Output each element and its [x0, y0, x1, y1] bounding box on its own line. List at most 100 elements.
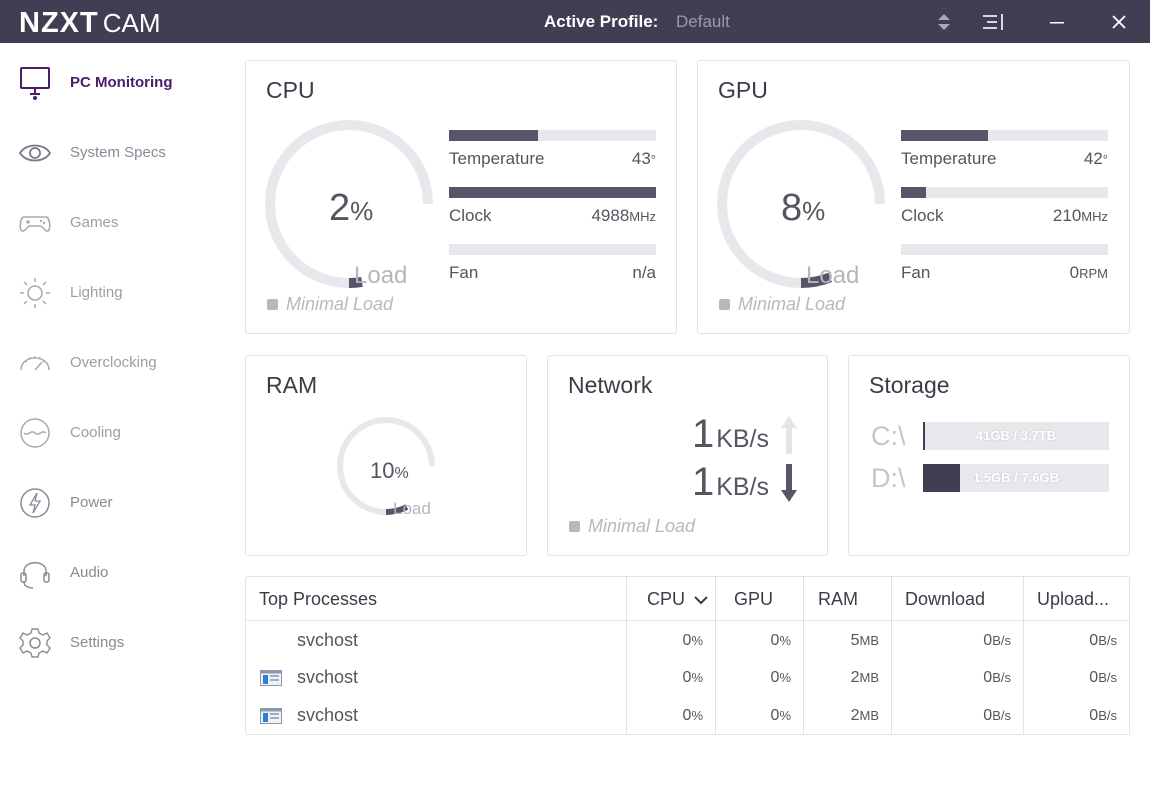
sidebar-item-audio[interactable]: Audio: [0, 548, 230, 598]
gear-icon: [19, 628, 51, 658]
lightning-icon: [20, 488, 50, 518]
gpu-clock-label: Clock: [901, 206, 944, 225]
minimize-button[interactable]: [1037, 0, 1077, 43]
drive-usage-text: 41GB / 3.7TB: [975, 428, 1057, 443]
app-logo: NZXT CAM: [19, 7, 161, 40]
gpu-card[interactable]: GPU 8% Load Minimal Load Temperature 42°…: [697, 60, 1130, 334]
column-header-name[interactable]: Top Processes: [259, 589, 378, 609]
gpu-status: Minimal Load: [719, 294, 845, 315]
sidebar-item-settings[interactable]: Settings: [0, 618, 230, 668]
gpu-temperature-value: 42°: [1083, 149, 1108, 168]
cpu-clock-label: Clock: [449, 206, 492, 225]
headset-icon: [20, 562, 50, 589]
cpu-load-value: 2%: [329, 187, 374, 229]
sidebar-item-label: PC Monitoring: [70, 74, 173, 91]
gpu-load-value: 8%: [781, 187, 826, 229]
table-row[interactable]: svchost 0% 0% 2MB 0B/s 0B/s: [246, 697, 1129, 734]
gpu-temperature-bar: [901, 130, 1108, 141]
column-divider: [715, 577, 716, 734]
network-download-rate: 1 KB/s: [692, 462, 797, 502]
gpu-temperature-metric: Temperature 42°: [901, 130, 1108, 180]
gpu-clock-metric: Clock 210MHz: [901, 187, 1108, 237]
sidebar-item-games[interactable]: Games: [0, 198, 230, 248]
download-arrow-icon: [781, 464, 797, 502]
sidebar-item-label: Games: [70, 214, 119, 231]
network-status: Minimal Load: [569, 516, 695, 537]
column-header-ram[interactable]: RAM: [818, 589, 858, 609]
sidebar-item-overclocking[interactable]: Overclocking: [0, 338, 230, 388]
upload-arrow-icon: [781, 416, 797, 454]
column-header-gpu[interactable]: GPU: [734, 589, 774, 609]
process-cpu: 0%: [682, 669, 703, 686]
speedometer-icon: [20, 356, 50, 371]
top-processes-table: Top Processes CPU GPU RAM Download Uploa…: [245, 576, 1130, 735]
gpu-load-gauge: [717, 120, 885, 288]
gpu-fan-bar: [901, 244, 1108, 255]
process-ram: 2MB: [850, 707, 879, 724]
active-profile-label: Active Profile:: [544, 12, 659, 31]
cpu-fan-metric: Fan n/a: [449, 244, 656, 294]
sidebar-item-lighting[interactable]: Lighting: [0, 268, 230, 318]
profile-sort-button[interactable]: [924, 0, 964, 43]
cpu-fan-value: n/a: [632, 263, 656, 282]
cpu-fan-label: Fan: [449, 263, 479, 282]
cpu-card[interactable]: CPU 2% Load Minimal Load Temperature 43°…: [245, 60, 677, 334]
network-card[interactable]: Network 1 KB/s 1 KB/s Minimal Load: [547, 355, 828, 556]
drive-letter: C:\: [871, 421, 906, 451]
close-button[interactable]: [1099, 0, 1139, 43]
cpu-status: Minimal Load: [267, 294, 393, 315]
sun-icon: [20, 278, 50, 308]
network-title: Network: [568, 372, 653, 398]
process-cpu: 0%: [682, 632, 703, 649]
column-header-download[interactable]: Download: [905, 589, 986, 609]
table-row[interactable]: svchost 0% 0% 5MB 0B/s 0B/s: [246, 622, 1129, 659]
gpu-temperature-label: Temperature: [901, 149, 997, 168]
sidebar-item-power[interactable]: Power: [0, 478, 230, 528]
cpu-clock-bar: [449, 187, 656, 198]
active-profile-select[interactable]: Default: [676, 12, 730, 31]
gpu-fan-value: 0RPM: [1069, 263, 1108, 282]
ram-gauge-fill: [385, 504, 409, 515]
cooling-icon: [20, 418, 50, 448]
process-gpu: 0%: [770, 669, 791, 686]
ram-card[interactable]: RAM 10% Load: [245, 355, 527, 556]
gpu-title: GPU: [718, 77, 768, 103]
chevron-down-icon: [694, 596, 708, 605]
process-name: svchost: [297, 667, 359, 687]
logo-product: CAM: [102, 8, 161, 38]
ram-title: RAM: [266, 372, 318, 398]
sidebar-item-cooling[interactable]: Cooling: [0, 408, 230, 458]
profile-menu-button[interactable]: [974, 0, 1014, 43]
drive-c[interactable]: C:\ 41GB / 3.7TB: [871, 421, 1111, 451]
gpu-gauge-track: [717, 120, 885, 288]
process-name: svchost: [297, 705, 359, 725]
column-divider: [891, 577, 892, 734]
table-row[interactable]: svchost 0% 0% 2MB 0B/s 0B/s: [246, 659, 1129, 696]
column-divider: [803, 577, 804, 734]
drive-usage-fill: [923, 464, 961, 492]
gpu-clock-bar: [901, 187, 1108, 198]
gpu-load-label: Load: [806, 262, 860, 289]
sidebar-item-pc-monitoring[interactable]: PC Monitoring: [0, 58, 230, 108]
gpu-fan-metric: Fan 0RPM: [901, 244, 1108, 294]
cpu-temperature-value: 43°: [631, 149, 656, 168]
sidebar: PC Monitoring System Specs Games Lightin…: [0, 43, 230, 800]
status-dot: [569, 521, 580, 532]
window-app-icon: [260, 708, 282, 724]
column-header-cpu[interactable]: CPU: [647, 577, 708, 621]
sidebar-item-system-specs[interactable]: System Specs: [0, 128, 230, 178]
cpu-gauge-track: [265, 120, 433, 288]
process-ram: 2MB: [850, 669, 879, 686]
process-gpu: 0%: [770, 632, 791, 649]
cpu-load-gauge: [265, 120, 433, 289]
storage-title: Storage: [869, 372, 950, 398]
ram-load-value: 10%: [370, 458, 409, 483]
gpu-fan-label: Fan: [901, 263, 931, 282]
sidebar-item-label: Audio: [70, 564, 109, 581]
column-header-upload[interactable]: Upload...: [1037, 589, 1110, 609]
drive-d[interactable]: D:\ 1.5GB / 7.6GB: [871, 463, 1111, 493]
process-download: 0B/s: [983, 632, 1011, 649]
process-upload: 0B/s: [1089, 707, 1117, 724]
storage-card[interactable]: Storage C:\ 41GB / 3.7TB D:\ 1.5GB / 7.6…: [848, 355, 1130, 556]
gpu-clock-fill: [901, 187, 926, 198]
